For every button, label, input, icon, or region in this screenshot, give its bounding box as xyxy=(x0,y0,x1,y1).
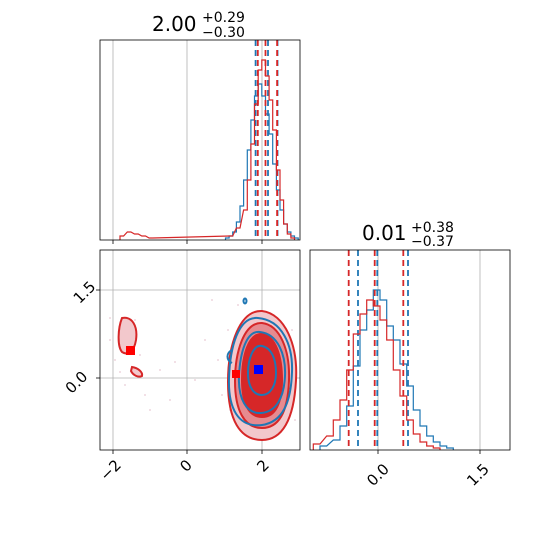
median-marker-red xyxy=(126,346,135,355)
panel-title-param1: 2.00 +0.29 −0.30 xyxy=(152,10,245,41)
title-plus-error: +0.38 xyxy=(411,220,454,236)
x-tick-label: −2 xyxy=(96,456,124,484)
x-tick-label: 0 xyxy=(176,456,195,475)
histogram-frame xyxy=(309,249,511,451)
x-tick-label: 1.5 xyxy=(463,460,493,490)
x-tick-label: 0.0 xyxy=(363,460,393,490)
contour-frame xyxy=(99,249,301,451)
contour-blue-outer xyxy=(227,316,294,427)
contour-red-island-2 xyxy=(129,365,144,378)
contour-blue-island xyxy=(242,297,248,305)
histogram-step-series-2 xyxy=(312,299,441,450)
histogram-step-series-2 xyxy=(119,59,296,240)
x-tick-label: 2 xyxy=(253,456,272,475)
y-tick-label: 0.0 xyxy=(62,368,92,398)
y-tick-label: 1.5 xyxy=(70,278,100,308)
histogram-series-group xyxy=(312,250,454,450)
contour-blue-left-lobe xyxy=(226,349,233,364)
title-plus-error: +0.29 xyxy=(202,10,245,26)
histogram-frame xyxy=(99,39,301,241)
title-median: 0.01 xyxy=(362,221,407,245)
histogram-step-series-1 xyxy=(319,289,454,450)
title-minus-error: −0.37 xyxy=(411,234,454,250)
contour-blue-mid xyxy=(237,330,287,415)
contour-blue-inner xyxy=(246,344,278,397)
median-marker-red-main xyxy=(232,370,240,378)
title-median: 2.00 xyxy=(152,12,197,36)
title-minus-error: −0.30 xyxy=(202,25,245,41)
contour-series-blue xyxy=(226,297,294,427)
histogram-series-group xyxy=(119,40,299,240)
histogram-panel-param1: 2.00 +0.29 −0.30 xyxy=(99,10,301,244)
panel-title-param2: 0.01 +0.38 −0.37 xyxy=(362,220,454,250)
contour-series-red xyxy=(117,309,298,442)
histogram-panel-param2: 0.0 1.5 0.01 +0.38 −0.37 xyxy=(309,220,511,490)
contour-panel: −2 0 2 1.5 0.0 xyxy=(62,249,301,484)
median-marker-blue xyxy=(254,365,263,374)
